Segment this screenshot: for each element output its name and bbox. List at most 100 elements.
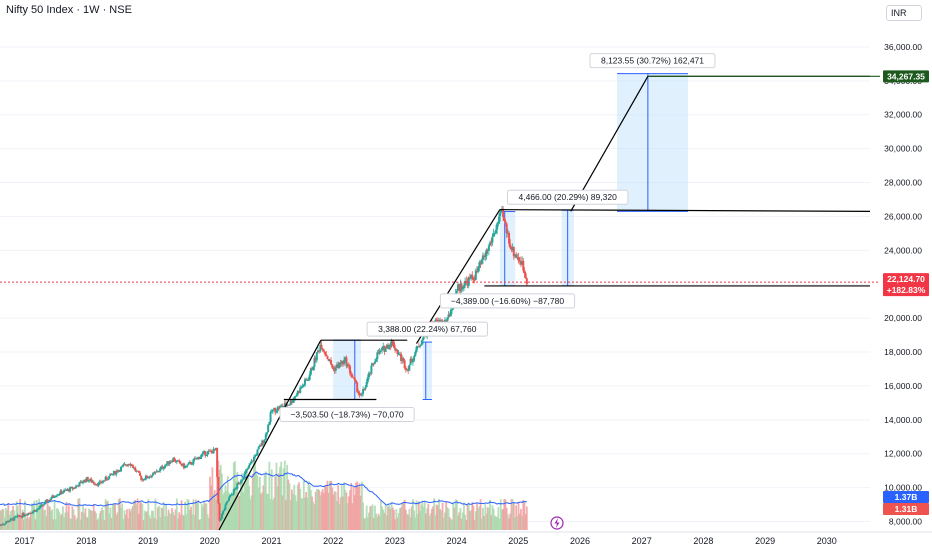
volume-bar — [266, 493, 268, 530]
candle-body — [178, 460, 181, 462]
volume-bar — [327, 492, 330, 530]
volume-bar — [347, 496, 350, 530]
volume-bar — [463, 502, 465, 530]
currency-selector[interactable]: INR — [886, 5, 922, 21]
candle-body — [339, 362, 342, 365]
candle-body — [83, 479, 86, 483]
candle-body — [392, 341, 395, 348]
candle-body — [276, 407, 279, 412]
volume-bar — [40, 501, 43, 530]
volume-bar — [478, 506, 481, 530]
volume-bar — [185, 514, 188, 530]
x-tick-label: 2018 — [76, 536, 96, 546]
candle-body — [137, 471, 140, 473]
candle-body — [352, 377, 355, 379]
volume-bar — [457, 515, 459, 530]
volume-bar — [43, 510, 45, 530]
candle-body — [158, 471, 161, 473]
volume-bar — [518, 513, 521, 530]
candle-body — [370, 365, 373, 374]
candle-body — [477, 267, 480, 272]
candle-body — [518, 260, 521, 262]
candle-body — [408, 364, 411, 371]
volume-bar — [207, 517, 210, 530]
candle-body — [76, 485, 79, 487]
candle-body — [78, 482, 81, 487]
candle-body — [133, 467, 136, 469]
volume-bar — [18, 515, 20, 530]
candle-body — [225, 502, 228, 505]
candle-body — [3, 523, 6, 525]
volume-bar — [376, 516, 379, 530]
volume-bar — [476, 502, 478, 530]
x-tick-label: 2017 — [15, 536, 35, 546]
candle-body — [401, 358, 404, 361]
candle-body — [448, 314, 451, 317]
volume-bar — [78, 498, 81, 530]
candle-body — [46, 500, 49, 503]
candle-body — [443, 319, 446, 321]
x-tick-label: 2025 — [508, 536, 528, 546]
candle-body — [217, 476, 220, 504]
volume-bar — [244, 471, 247, 530]
volume-bar — [155, 519, 158, 530]
candle-body — [289, 400, 292, 405]
volume-ma-tag-bg — [883, 491, 929, 503]
candle-body — [375, 359, 378, 362]
candle-body — [108, 475, 111, 480]
lightning-icon[interactable] — [550, 516, 564, 530]
volume-bar — [447, 508, 450, 530]
volume-bar — [330, 480, 332, 530]
volume-bar — [159, 517, 162, 530]
volume-bar — [236, 472, 239, 530]
volume-bar — [503, 499, 506, 530]
volume-bar — [486, 507, 489, 530]
candle-body — [211, 451, 214, 454]
volume-bar — [25, 518, 28, 530]
candle-body — [497, 221, 500, 224]
candle-body — [362, 389, 365, 394]
candle-body — [45, 500, 48, 502]
volume-bar — [95, 512, 98, 530]
volume-bar — [28, 516, 31, 530]
x-tick-label: 2021 — [261, 536, 281, 546]
volume-bar — [358, 483, 361, 530]
volume-bar — [359, 495, 362, 530]
volume-bar — [516, 515, 519, 530]
volume-bar — [120, 507, 122, 530]
candle-body — [446, 317, 449, 323]
candle-body — [13, 516, 16, 521]
volume-bar — [215, 499, 217, 530]
volume-bar — [466, 503, 469, 530]
candle-body — [218, 503, 221, 521]
candle-body — [372, 363, 375, 365]
volume-bar — [2, 509, 5, 530]
candle-body — [382, 346, 385, 348]
candle-body — [363, 389, 366, 391]
volume-bar — [143, 510, 146, 530]
volume-bar — [64, 512, 67, 530]
volume-bar — [313, 504, 316, 530]
candle-body — [436, 320, 439, 323]
volume-bar — [339, 497, 342, 530]
candle-body — [120, 466, 123, 472]
candle-body — [274, 408, 277, 413]
candle-body — [117, 470, 120, 473]
candle-body — [161, 466, 164, 469]
candle-body — [168, 462, 171, 465]
candle-body — [489, 242, 492, 246]
candle-body — [499, 210, 502, 214]
volume-bar — [149, 518, 152, 530]
candle-body — [239, 481, 242, 484]
trendline — [218, 339, 322, 531]
candle-body — [162, 468, 165, 470]
volume-bar — [350, 483, 353, 530]
candle-body — [190, 462, 193, 465]
volume-bar — [194, 499, 197, 530]
candle-body — [271, 409, 274, 412]
volume-bar — [89, 509, 92, 530]
candle-body — [82, 482, 85, 484]
candle-body — [6, 521, 9, 523]
candle-body — [63, 490, 66, 493]
